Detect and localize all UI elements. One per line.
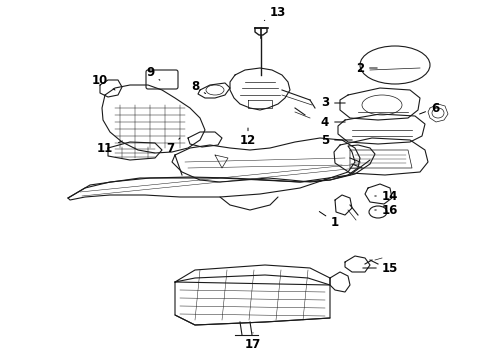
Text: 13: 13 xyxy=(265,5,286,21)
Text: 5: 5 xyxy=(321,134,352,147)
Text: 1: 1 xyxy=(319,212,339,229)
Text: 9: 9 xyxy=(146,66,160,80)
Text: 15: 15 xyxy=(363,261,398,274)
Text: 14: 14 xyxy=(375,189,398,202)
Text: 12: 12 xyxy=(240,128,256,147)
Text: 8: 8 xyxy=(191,81,206,94)
Text: 17: 17 xyxy=(245,333,261,351)
Text: 10: 10 xyxy=(92,73,115,90)
Text: 4: 4 xyxy=(321,116,345,129)
Text: 2: 2 xyxy=(356,62,377,75)
Text: 6: 6 xyxy=(419,102,439,114)
Text: 16: 16 xyxy=(375,203,398,216)
Text: 3: 3 xyxy=(321,96,345,109)
Text: 7: 7 xyxy=(166,138,180,154)
Text: 11: 11 xyxy=(97,141,122,154)
